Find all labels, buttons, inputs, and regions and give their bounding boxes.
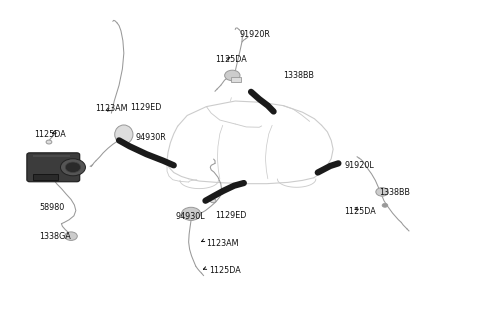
Bar: [231, 77, 241, 82]
Circle shape: [46, 140, 52, 144]
Circle shape: [62, 154, 67, 158]
Circle shape: [210, 199, 216, 203]
Text: 1129ED: 1129ED: [131, 103, 162, 112]
Text: 91920R: 91920R: [240, 30, 271, 39]
Text: 1123AM: 1123AM: [95, 104, 128, 113]
Ellipse shape: [115, 125, 133, 144]
Text: 91920L: 91920L: [345, 161, 374, 170]
Bar: [33, 155, 70, 157]
Circle shape: [33, 154, 38, 158]
Text: 1338BB: 1338BB: [283, 71, 314, 80]
Text: 94930L: 94930L: [175, 212, 205, 221]
Text: 1125DA: 1125DA: [209, 266, 240, 275]
Circle shape: [382, 203, 388, 207]
Text: 1338BB: 1338BB: [379, 188, 410, 197]
Circle shape: [60, 159, 85, 176]
Circle shape: [181, 207, 201, 220]
Text: 94930R: 94930R: [135, 133, 166, 142]
Bar: [33, 174, 58, 180]
Text: 1125DA: 1125DA: [345, 207, 376, 216]
FancyBboxPatch shape: [27, 153, 80, 182]
Text: 1123AM: 1123AM: [206, 239, 239, 248]
Circle shape: [65, 162, 81, 173]
Text: 1125DA: 1125DA: [35, 130, 66, 139]
Text: 1129ED: 1129ED: [215, 211, 246, 220]
Circle shape: [376, 188, 388, 196]
Circle shape: [225, 70, 240, 81]
Circle shape: [65, 232, 77, 240]
Text: 58980: 58980: [39, 203, 65, 212]
Text: 1125DA: 1125DA: [215, 54, 247, 64]
Text: 58910B: 58910B: [26, 163, 57, 172]
Text: 1338GA: 1338GA: [39, 232, 71, 241]
